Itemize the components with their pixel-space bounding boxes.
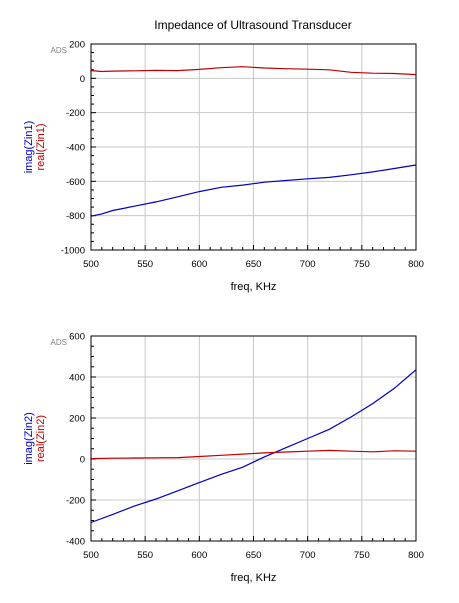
y-tick-label: 0 [80,74,85,85]
x-tick-label: 700 [300,259,316,270]
y-axis-label-imag: imag(Zin1) [23,121,35,174]
y-tick-label: -800 [66,211,85,222]
x-tick-label: 600 [191,259,207,270]
y-tick-label: -600 [66,177,85,188]
figure-title: Impedance of Ultrasound Transducer [154,18,351,32]
x-tick-label: 650 [246,550,262,561]
y-tick-label: 400 [69,373,85,384]
plot-frame [90,43,417,251]
plot-frame [90,335,417,542]
series-line-imag-zin2 [90,369,417,524]
x-tick-label: 750 [354,259,370,270]
x-tick-label: 800 [408,550,424,561]
x-tick-label: 500 [83,259,99,270]
x-tick-label: 500 [83,550,99,561]
y-tick-label: -1000 [61,246,85,257]
x-axis-label: freq, KHz [231,572,277,584]
y-tick-label: 200 [69,414,85,425]
y-tick-label: 0 [80,455,85,466]
series-line-real-zin2 [90,449,417,460]
y-axis-label-imag: imag(Zin2) [23,412,35,465]
chart-2: 500 550 600 650 700 750 800 -400 -200 0 200 400 600 f… [23,332,424,585]
x-tick-label: 700 [300,550,316,561]
y-tick-label: -400 [66,537,85,548]
x-tick-label: 550 [137,259,153,270]
y-tick-label: -200 [66,108,85,119]
y-tick-label: -400 [66,143,85,154]
chart-1: 500 550 600 650 700 750 800 -1000 -800 -600 -400 -2… [23,40,424,294]
x-axis-label: freq, KHz [231,281,277,293]
y-tick-label: 200 [69,40,85,51]
y-axis-label-real: real(Zin1) [35,123,47,170]
x-tick-label: 600 [191,550,207,561]
x-tick-label: 550 [137,550,153,561]
ads-watermark: ADS [51,338,67,347]
y-axis-label-real: real(Zin2) [35,415,47,462]
y-tick-label: 600 [69,332,85,343]
x-tick-label: 650 [246,259,262,270]
y-tick-label: -200 [66,496,85,507]
series-line-real-zin1 [90,66,417,76]
x-tick-label: 800 [408,259,424,270]
x-tick-label: 750 [354,550,370,561]
plots-group: 500 550 600 650 700 750 800 -1000 -800 -600 -400 -2… [23,40,424,585]
ads-watermark: ADS [51,46,67,55]
series-line-imag-zin1 [90,164,417,217]
